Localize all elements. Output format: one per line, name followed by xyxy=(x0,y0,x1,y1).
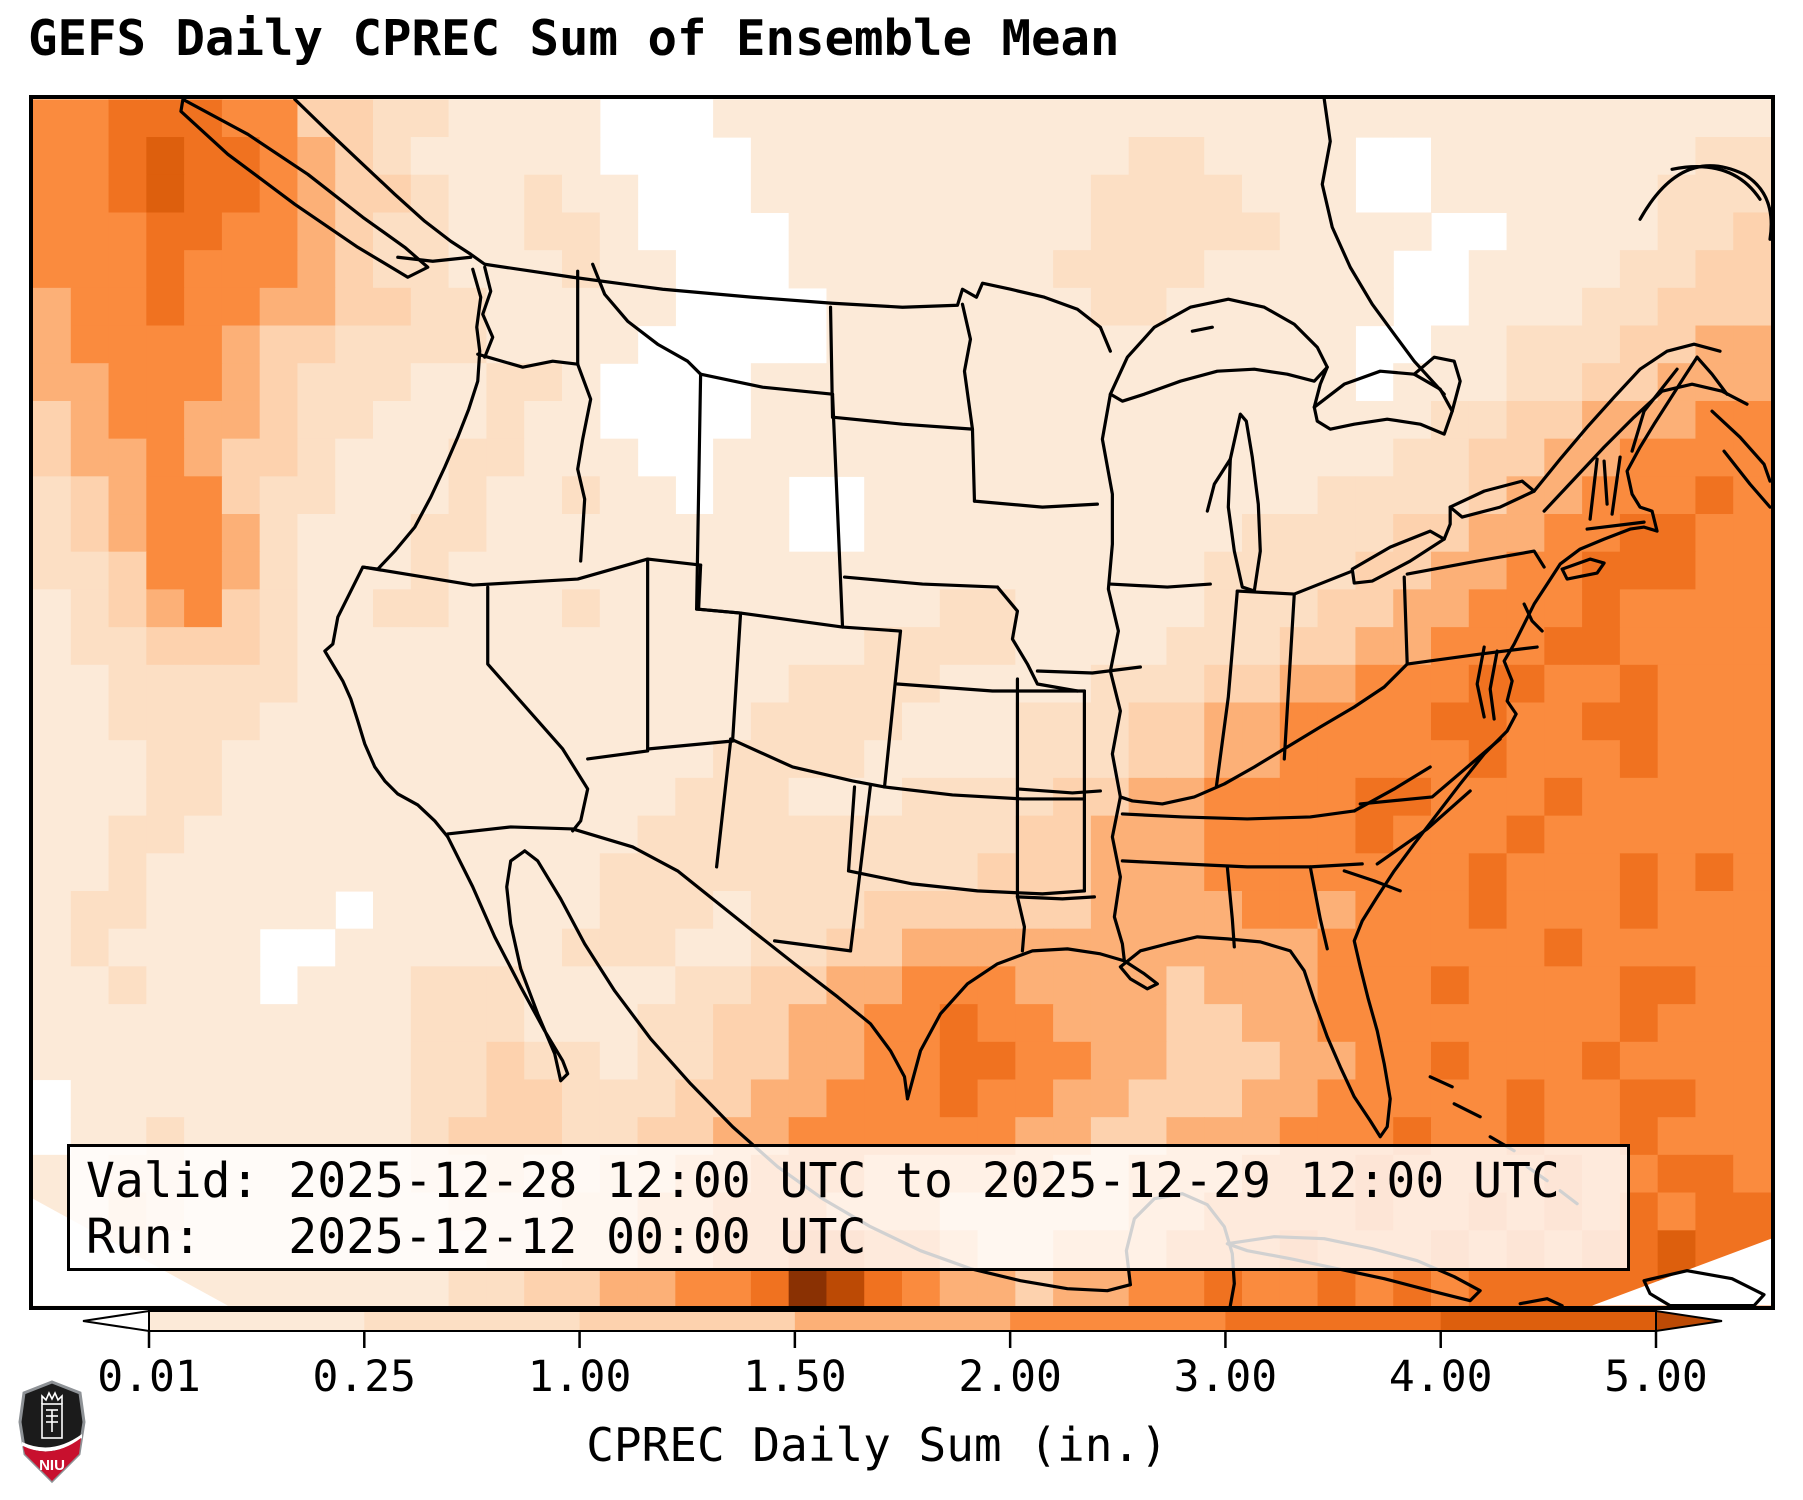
colorbar-axis-label: CPREC Daily Sum (in.) xyxy=(586,1418,1168,1472)
logo-swoosh xyxy=(22,1434,82,1452)
colorbar xyxy=(82,1309,1723,1348)
precipitation-field xyxy=(33,99,1771,1306)
colorbar-tick-1.50: 1.50 xyxy=(743,1352,847,1402)
valid-time-text: Valid: 2025-12-28 12:00 UTC to 2025-12-2… xyxy=(86,1153,1560,1209)
map-canvas xyxy=(33,99,1771,1306)
castle-icon xyxy=(41,1391,63,1439)
colorbar-tick-0.25: 0.25 xyxy=(312,1352,417,1402)
logo-red-band xyxy=(23,1438,81,1481)
colorbar-tick-3.00: 3.00 xyxy=(1173,1352,1278,1402)
colorbar-tick-5.00: 5.00 xyxy=(1604,1352,1708,1402)
logo-text: NIU xyxy=(39,1457,65,1474)
colorbar-tick-1.00: 1.00 xyxy=(527,1352,632,1402)
colorbar-tick-4.00: 4.00 xyxy=(1388,1352,1493,1402)
colorbar-tick-2.00: 2.00 xyxy=(958,1352,1062,1402)
figure-title: GEFS Daily CPREC Sum of Ensemble Mean xyxy=(28,10,1120,67)
run-time-text: Run: 2025-12-12 00:00 UTC xyxy=(86,1209,867,1265)
map-panel xyxy=(29,95,1775,1310)
niu-logo: NIU xyxy=(18,1380,86,1484)
timestamp-box: Valid: 2025-12-28 12:00 UTC to 2025-12-2… xyxy=(67,1144,1630,1271)
colorbar-tick-0.01: 0.01 xyxy=(97,1352,201,1402)
